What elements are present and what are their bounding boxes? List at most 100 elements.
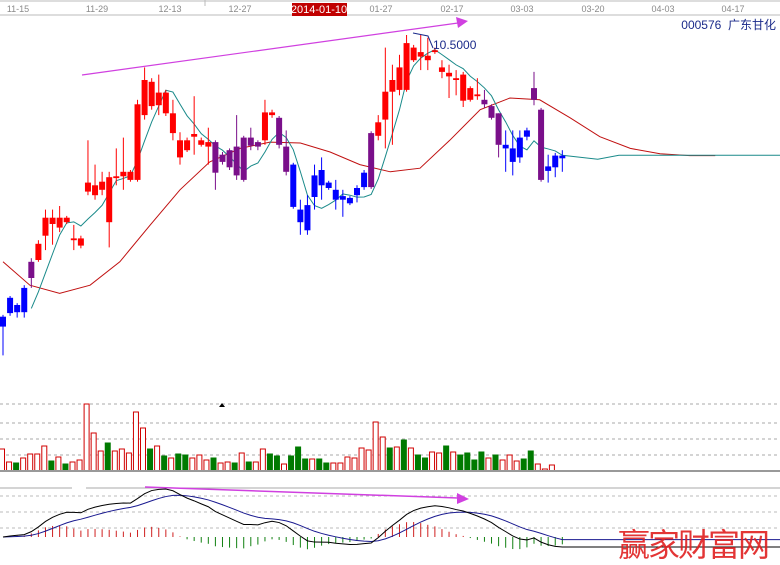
volume-bar [189, 457, 196, 472]
candle [375, 115, 382, 141]
candle [467, 86, 474, 102]
volume-bar [20, 457, 27, 472]
candle-body [325, 182, 332, 188]
candle [325, 180, 332, 190]
candle [290, 162, 297, 209]
volume-bar [379, 436, 386, 472]
volume-bar [55, 456, 62, 472]
volume-marker-triangle [219, 403, 225, 407]
date-tick-label: 11-29 [86, 4, 108, 14]
candle-body [261, 112, 268, 141]
volume-bar [386, 447, 393, 472]
candle [28, 258, 35, 288]
volume-bar [281, 463, 287, 472]
volume-bar [414, 454, 421, 472]
candle [297, 199, 304, 235]
candle [92, 164, 99, 200]
volume-bar [400, 439, 407, 472]
candle [261, 99, 268, 145]
volume-bar [83, 403, 90, 472]
candle [495, 113, 502, 158]
candle [509, 130, 516, 176]
volume-bar [506, 454, 513, 472]
candle [141, 67, 148, 120]
volume-bar [175, 453, 182, 472]
candle-body [290, 164, 297, 207]
candle [446, 64, 453, 98]
date-tick-label: 01-27 [369, 4, 392, 14]
volume-bar [48, 460, 55, 472]
candle [219, 152, 226, 165]
candle [226, 148, 233, 170]
candle-body [523, 130, 530, 137]
candle [304, 195, 311, 235]
volume-bar [90, 432, 97, 472]
volume-bar [69, 461, 76, 472]
candle-body [14, 305, 21, 313]
candle-body [481, 99, 488, 105]
candle [99, 171, 106, 196]
trendline-arrowhead [456, 17, 468, 28]
candle [240, 135, 247, 182]
candle-body [84, 182, 91, 192]
candle [247, 127, 254, 151]
volume-bar [97, 450, 104, 472]
volume-bar [407, 447, 414, 472]
candle-body [141, 80, 148, 116]
volume-bar [217, 462, 224, 472]
candle-body [169, 113, 176, 134]
candle-body [56, 217, 63, 228]
volume-bar [196, 454, 203, 472]
volume-bar [527, 450, 534, 472]
candle-body [283, 146, 290, 172]
candle-body [318, 170, 325, 186]
candle-body [49, 217, 56, 224]
candle-body [438, 67, 445, 72]
candle [127, 170, 134, 182]
candle-body [198, 140, 205, 145]
volume-bar [118, 448, 125, 472]
volume-bar [443, 445, 450, 472]
volume-bar [147, 448, 154, 472]
candle-body [120, 171, 127, 177]
candle-body [382, 91, 389, 120]
candle [481, 89, 488, 108]
candle [396, 54, 403, 96]
candle [63, 215, 70, 224]
volume-bar [337, 462, 344, 472]
volume-bar [499, 459, 506, 472]
candle [162, 89, 169, 116]
volume-bar [393, 446, 400, 472]
volume-bar [534, 463, 541, 472]
candle-body [233, 146, 240, 176]
volume-bar [492, 454, 499, 472]
candle [35, 240, 42, 262]
volume-bar [182, 454, 189, 472]
candle-body [191, 134, 198, 137]
volume-bar [520, 458, 527, 472]
candle [438, 60, 445, 79]
volume-bar [6, 461, 13, 472]
candle-body [417, 52, 424, 57]
macd-dif-line [2, 488, 780, 548]
candle-body [332, 189, 339, 200]
candle [42, 209, 49, 251]
candle-body [545, 166, 552, 171]
candle [77, 235, 84, 249]
candle [169, 99, 176, 141]
volume-bar [273, 455, 280, 472]
candle [148, 78, 155, 110]
volume-bar [485, 457, 492, 472]
candle-body [7, 297, 14, 314]
candle [283, 130, 290, 176]
peak-marker [412, 32, 434, 49]
candle-body [410, 47, 417, 61]
candle [538, 107, 545, 182]
candle [191, 96, 198, 155]
candle-body [531, 88, 537, 100]
candle [502, 130, 509, 172]
volume-bar [245, 461, 252, 472]
volume-bar [372, 421, 379, 472]
candle-body [346, 197, 353, 204]
